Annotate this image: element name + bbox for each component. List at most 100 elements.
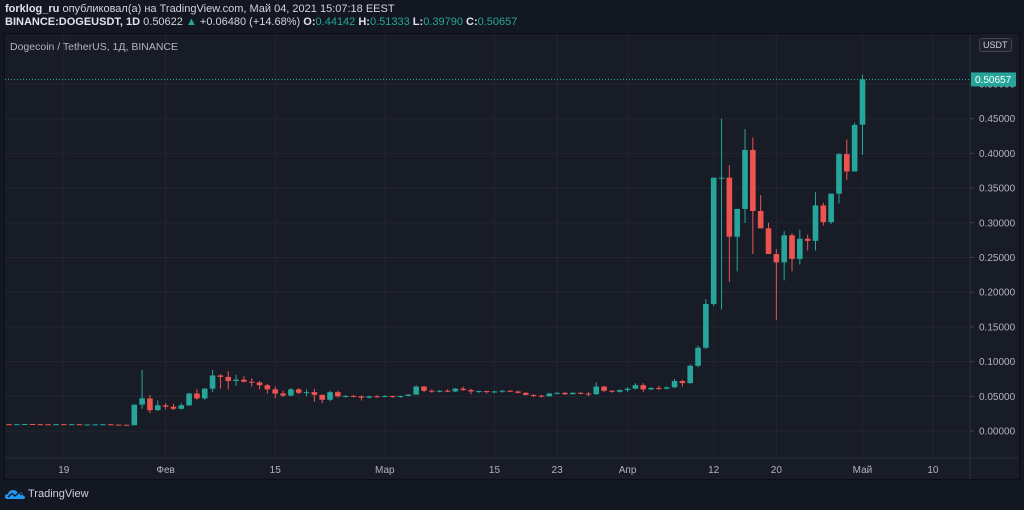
- candle-up[interactable]: [201, 387, 208, 400]
- candle-down[interactable]: [374, 394, 380, 398]
- candle-up[interactable]: [836, 153, 842, 204]
- candle-up[interactable]: [327, 390, 333, 402]
- candle-down[interactable]: [76, 424, 83, 426]
- candle-up[interactable]: [382, 395, 388, 398]
- candle-down[interactable]: [272, 386, 279, 399]
- candle-up[interactable]: [100, 423, 106, 426]
- candle-up[interactable]: [14, 424, 20, 426]
- candle-up[interactable]: [491, 390, 498, 394]
- candle-down[interactable]: [429, 389, 435, 393]
- currency-button[interactable]: USDT: [979, 38, 1012, 52]
- candle-up[interactable]: [131, 404, 138, 426]
- candle-up[interactable]: [695, 345, 701, 368]
- candle-up[interactable]: [366, 395, 372, 399]
- candle-up[interactable]: [797, 229, 803, 265]
- candle-down[interactable]: [804, 234, 811, 251]
- candle-down[interactable]: [640, 383, 647, 393]
- candle-down[interactable]: [295, 387, 302, 395]
- candle-down[interactable]: [37, 424, 44, 426]
- candle-down[interactable]: [358, 395, 365, 401]
- candle-down[interactable]: [115, 424, 122, 426]
- candle-down[interactable]: [460, 386, 466, 391]
- candle-up[interactable]: [342, 394, 349, 398]
- candle-up[interactable]: [405, 394, 412, 397]
- candle-up[interactable]: [859, 74, 866, 155]
- candle-up[interactable]: [288, 387, 294, 397]
- candle-up[interactable]: [569, 392, 576, 395]
- candle-down[interactable]: [483, 390, 490, 394]
- candle-down[interactable]: [507, 390, 513, 393]
- candle-down[interactable]: [319, 394, 325, 404]
- candle-down[interactable]: [522, 392, 529, 396]
- candle-down[interactable]: [656, 385, 662, 391]
- candle-down[interactable]: [844, 139, 850, 180]
- candle-up[interactable]: [397, 395, 404, 398]
- candle-up[interactable]: [828, 193, 834, 225]
- candle-down[interactable]: [6, 423, 12, 426]
- candle-down[interactable]: [162, 403, 169, 410]
- candle-up[interactable]: [781, 231, 787, 281]
- candle-down[interactable]: [601, 385, 607, 393]
- candle-down[interactable]: [264, 383, 271, 394]
- candle-up[interactable]: [554, 392, 560, 395]
- candle-up[interactable]: [812, 192, 819, 251]
- candle-down[interactable]: [609, 390, 615, 393]
- candle-down[interactable]: [123, 424, 130, 426]
- candle-down[interactable]: [61, 424, 67, 426]
- candle-down[interactable]: [256, 381, 263, 390]
- candle-down[interactable]: [789, 233, 795, 272]
- candle-up[interactable]: [92, 424, 98, 426]
- candle-up[interactable]: [413, 385, 419, 395]
- candle-down[interactable]: [107, 424, 114, 426]
- candle-down[interactable]: [765, 222, 772, 255]
- candle-up[interactable]: [84, 424, 91, 426]
- candle-down[interactable]: [147, 394, 153, 413]
- candle-down[interactable]: [225, 371, 232, 390]
- candle-down[interactable]: [820, 202, 827, 226]
- candle-down[interactable]: [757, 195, 764, 229]
- candle-down[interactable]: [562, 392, 568, 395]
- candle-up[interactable]: [648, 387, 654, 391]
- candle-up[interactable]: [499, 390, 506, 393]
- candle-up[interactable]: [742, 129, 748, 223]
- candle-up[interactable]: [209, 369, 216, 393]
- candle-down[interactable]: [538, 394, 545, 398]
- candle-up[interactable]: [452, 387, 459, 393]
- candle-down[interactable]: [468, 388, 474, 395]
- candle-down[interactable]: [248, 378, 255, 387]
- candle-up[interactable]: [186, 392, 192, 407]
- candle-up[interactable]: [687, 364, 694, 384]
- candle-up[interactable]: [710, 177, 717, 307]
- candle-down[interactable]: [585, 392, 592, 397]
- tradingview-logo[interactable]: TradingView: [5, 488, 89, 500]
- candle-up[interactable]: [851, 122, 858, 172]
- candle-down[interactable]: [29, 423, 36, 425]
- candle-down[interactable]: [45, 424, 51, 426]
- candle-up[interactable]: [68, 424, 75, 426]
- candle-down[interactable]: [444, 389, 451, 393]
- candle-up[interactable]: [476, 390, 482, 393]
- candle-up[interactable]: [616, 389, 623, 393]
- candle-down[interactable]: [577, 392, 584, 395]
- candle-up[interactable]: [154, 400, 161, 411]
- candle-down[interactable]: [241, 376, 247, 383]
- candle-up[interactable]: [624, 387, 631, 393]
- candle-up[interactable]: [178, 403, 185, 410]
- candle-down[interactable]: [217, 374, 224, 389]
- candle-up[interactable]: [139, 369, 145, 409]
- candle-down[interactable]: [530, 394, 537, 397]
- candle-up[interactable]: [233, 374, 239, 386]
- candle-down[interactable]: [389, 395, 396, 399]
- candle-up[interactable]: [703, 299, 709, 350]
- candle-up[interactable]: [53, 424, 59, 426]
- candle-down[interactable]: [194, 389, 200, 400]
- candle-down[interactable]: [170, 403, 177, 411]
- candle-up[interactable]: [593, 382, 600, 395]
- candle-up[interactable]: [671, 378, 678, 388]
- candle-down[interactable]: [280, 390, 286, 397]
- candle-down[interactable]: [515, 390, 521, 394]
- candle-down[interactable]: [679, 379, 686, 387]
- candle-down[interactable]: [726, 165, 733, 282]
- candle-up[interactable]: [734, 208, 740, 272]
